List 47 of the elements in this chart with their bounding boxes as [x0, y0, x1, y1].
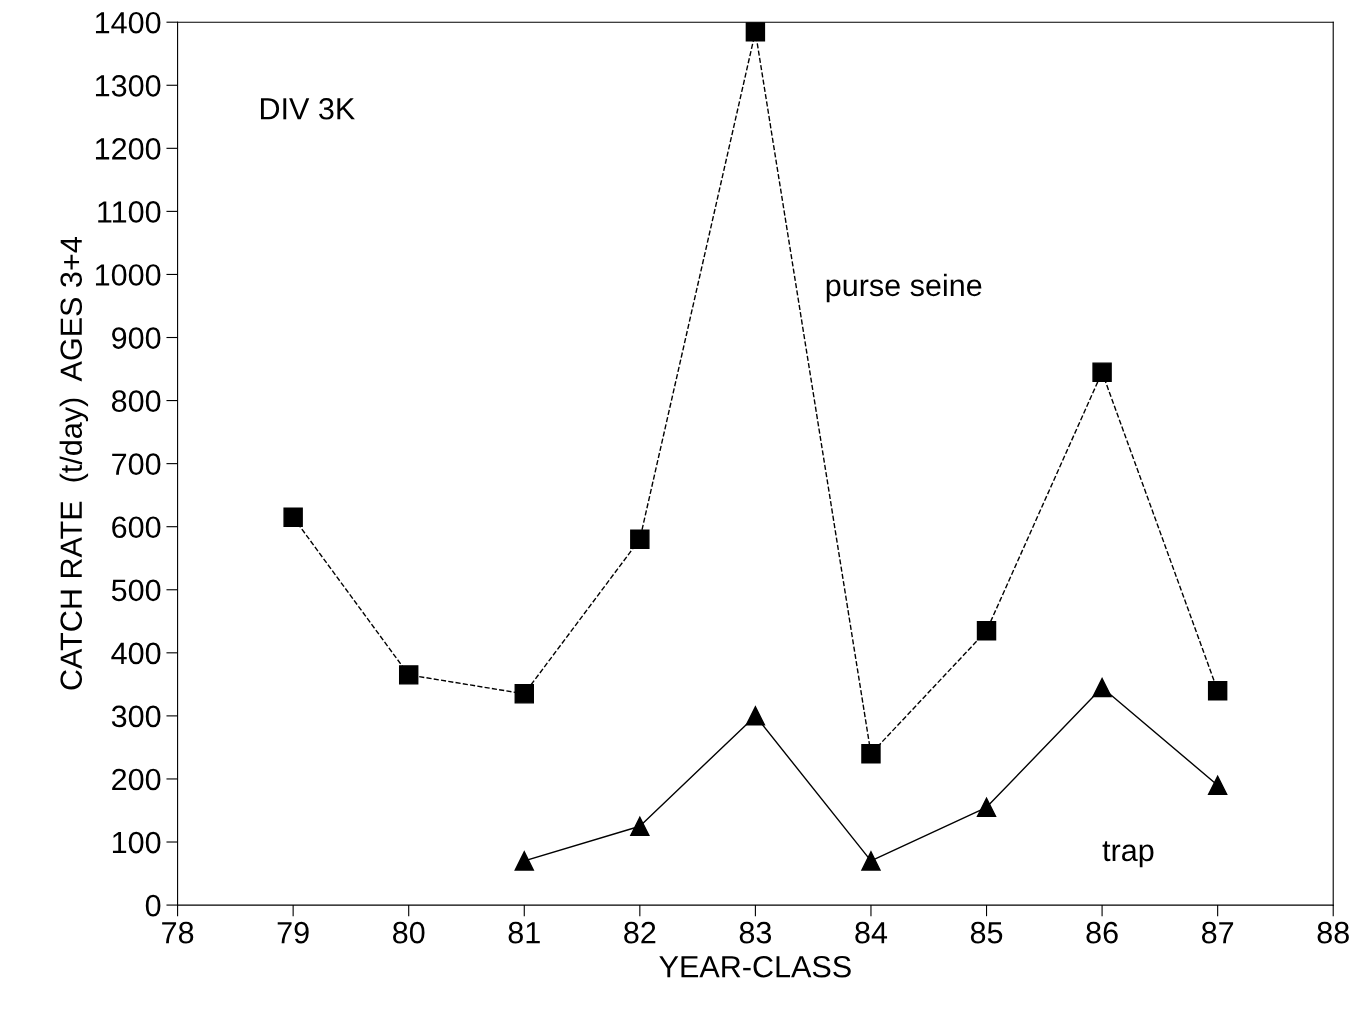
x-axis-title: YEAR-CLASS — [659, 955, 851, 978]
point — [1092, 362, 1112, 382]
y-tick-label: 600 — [112, 516, 161, 539]
series-label: purse seine — [826, 273, 982, 303]
x-tick-label: 78 — [162, 921, 194, 944]
x-tick-label: 82 — [624, 921, 656, 944]
y-tick-label: 0 — [145, 894, 161, 917]
x-tick-label: 84 — [855, 921, 888, 944]
x-tick-label: 86 — [1086, 921, 1118, 944]
y-tick-label: 400 — [111, 642, 161, 665]
annotation: DIV 3K — [260, 97, 355, 120]
point — [283, 507, 303, 527]
point — [976, 797, 997, 818]
y-tick-label: 500 — [111, 579, 161, 602]
x-tick-label: 79 — [277, 921, 309, 944]
text: trap — [1102, 841, 1154, 868]
point — [1207, 680, 1228, 701]
x-tick-label: 85 — [970, 921, 1003, 944]
y-tick-label: 800 — [111, 390, 161, 412]
x-tick-label: 83 — [739, 921, 772, 944]
y-tick-label: 200 — [112, 768, 161, 791]
point — [630, 816, 650, 836]
point — [861, 744, 881, 764]
y-tick-label: 300 — [111, 705, 161, 728]
x-tick-label: 80 — [393, 921, 425, 944]
x-tick-label: 81 — [508, 921, 540, 944]
point — [861, 851, 881, 871]
point — [398, 665, 419, 685]
y-axis-title: CATCH RATE (t/day) AGES 3+4 — [59, 237, 89, 690]
x-tick-label: 87 — [1201, 921, 1234, 944]
point — [745, 22, 766, 42]
point — [1092, 677, 1112, 698]
y-tick-label: 900 — [112, 327, 161, 349]
y-tick-label: 1400 — [95, 11, 161, 34]
y-tick-label: 700 — [112, 453, 161, 476]
point — [514, 851, 534, 871]
point — [1207, 775, 1228, 795]
point — [630, 529, 650, 550]
y-tick-label: 1300 — [95, 75, 161, 97]
y-tick-label: 1000 — [95, 264, 161, 286]
point — [976, 621, 997, 641]
y-tick-label: 100 — [112, 831, 161, 854]
y-tick-label: 1100 — [98, 201, 161, 223]
point — [514, 684, 534, 704]
y-tick-label: 1200 — [95, 138, 161, 160]
point — [745, 706, 766, 726]
x-tick-label: 88 — [1317, 921, 1349, 944]
